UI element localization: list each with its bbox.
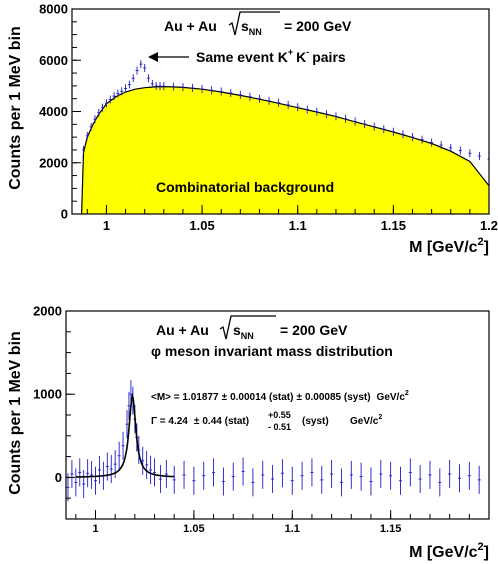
bottom-plot-area: 1 1.05 1.1 1.15 0 1000 2000 (33, 304, 490, 535)
x-tick-label: 1.05 (189, 218, 214, 233)
y-tick-label: 2000 (39, 155, 68, 170)
svg-text:= 200 GeV: = 200 GeV (284, 18, 352, 34)
x-tick-label: 1 (92, 523, 98, 535)
svg-text:<M> = 1.01877±0.00014 (stat)±0: <M> = 1.01877 ±0.00014 (stat) ±0.00085 (sy… (151, 390, 409, 403)
y-tick-label: 2000 (33, 304, 62, 319)
background-label: Combinatorial background (156, 179, 334, 195)
x-tick-label: 1.05 (183, 523, 204, 535)
svg-text:Au + Au: Au + Au (164, 18, 217, 34)
y-tick-label: 8000 (39, 2, 68, 17)
same-event-annotation: Same event K+ K-pairs (148, 47, 346, 65)
y-tick-label: 6000 (39, 53, 68, 68)
svg-text:GeV/c2: GeV/c2 (350, 414, 382, 427)
bottom-panel: 1 1.05 1.1 1.15 0 1000 2000 Counts per 1 MeV b… (7, 304, 490, 561)
x-tick-label: 1.15 (380, 523, 401, 535)
bottom-data-layer (66, 380, 481, 502)
svg-text:sNN: sNN (233, 322, 254, 341)
top-data-layer (81, 60, 489, 214)
arrow-head-icon (148, 52, 158, 62)
top-x-axis-title: M [GeV/c2] (409, 236, 489, 256)
y-tick-label: 0 (61, 207, 68, 222)
svg-text:Au + Au: Au + Au (156, 322, 209, 338)
svg-text:sNN: sNN (241, 18, 262, 37)
bottom-y-axis-title: Counts per 1 MeV bin (7, 331, 24, 495)
width-result: Γ = 4.24 ±0.44 (stat) +0.55 - 0.51 (syst)… (151, 410, 382, 432)
bottom-title-phi: φ meson invariant mass distribution (151, 343, 393, 359)
svg-text:Same event K+K-pairs: Same event K+ K-pairs (196, 47, 346, 65)
svg-text:Γ = 4.24±0.44 (stat): Γ = 4.24 ±0.44 (stat) (151, 416, 249, 427)
x-tick-label: 1.1 (289, 218, 307, 233)
svg-text:- 0.51: - 0.51 (268, 422, 291, 432)
top-y-axis-title: Counts per 1 MeV bin (7, 26, 24, 190)
bottom-x-axis-title: M [GeV/c2] (409, 541, 489, 561)
y-tick-label: 4000 (39, 104, 68, 119)
sqrt-symbol (228, 11, 280, 36)
y-tick-label: 1000 (33, 387, 62, 402)
svg-text:= 200 GeV: = 200 GeV (280, 322, 348, 338)
background-fill-area (81, 86, 489, 214)
svg-text:+0.55: +0.55 (268, 410, 291, 420)
top-plot-area: 1 1.05 1.1 1.15 1.2 0 2000 4000 6000 8000 (39, 2, 498, 234)
bottom-system-label: Au + Au sNN = 200 GeV (156, 315, 348, 341)
x-tick-label: 1.2 (480, 218, 498, 233)
x-tick-label: 1 (103, 218, 110, 233)
y-tick-label: 0 (55, 470, 62, 485)
sqrt-symbol (219, 315, 276, 340)
mass-result: <M> = 1.01877 ±0.00014 (stat) ±0.00085 (sy… (151, 390, 409, 403)
top-panel: 1 1.05 1.1 1.15 1.2 0 2000 4000 6000 8000 Counts … (7, 2, 498, 257)
x-tick-label: 1.1 (285, 523, 300, 535)
svg-text:(syst): (syst) (302, 416, 329, 427)
fit-curve (75, 392, 175, 478)
x-tick-label: 1.15 (381, 218, 406, 233)
top-system-label: Au + Au sNN = 200 GeV (164, 11, 352, 37)
